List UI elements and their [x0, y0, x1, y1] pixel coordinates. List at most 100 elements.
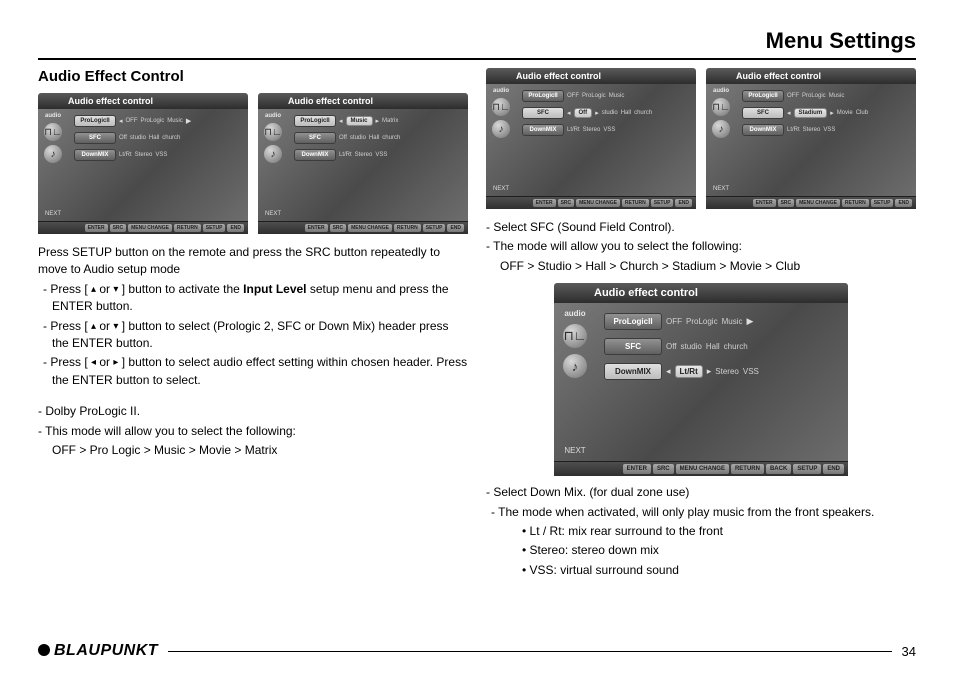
head-downmix: DownMIX — [742, 124, 784, 136]
screenshot-main: ProLogicII OFF ProLogic Music SFC ◂ Off … — [516, 84, 696, 196]
p: Press SETUP button on the remote and pre… — [38, 244, 468, 279]
p: - Press [ ◂ or ▸ ] button to select audi… — [38, 354, 468, 389]
page-title: Menu Settings — [38, 28, 916, 60]
left-column: Audio Effect Control Audio effect contro… — [38, 68, 468, 581]
val: church — [382, 135, 400, 141]
val: VSS — [155, 152, 167, 158]
screenshot-5: Audio effect control audio ⊓∟ ♪ NEXT Pro… — [554, 283, 848, 476]
screenshot-sidebar: audio ⊓∟ ♪ NEXT — [554, 303, 596, 461]
fbtn: SETUP — [871, 199, 894, 207]
val: studio — [130, 135, 146, 141]
arrow-left-icon: ◂ — [567, 109, 571, 117]
val: studio — [350, 135, 366, 141]
section-title: Audio Effect Control — [38, 68, 468, 85]
fbtn: MENU CHANGE — [348, 224, 392, 232]
page-footer: BLAUPUNKT 34 — [38, 642, 916, 660]
val: ProLogic — [686, 317, 718, 326]
row-downmix: DownMIX Lt/Rt Stereo VSS — [742, 124, 910, 136]
screenshot-title: Audio effect control — [554, 283, 848, 303]
screenshot-main: ProLogicII ◂ Music ▸ Matrix SFC Off stud… — [288, 109, 468, 221]
screenshot-row-left: Audio effect control audio ⊓∟ ♪ NEXT Pro… — [38, 93, 468, 234]
screenshot-main: ProLogicII OFF ProLogic Music ▶ SFC Off … — [596, 303, 848, 461]
arrow-right-icon: ▸ — [707, 366, 712, 377]
arrow-left-icon: ◂ — [787, 109, 791, 117]
fbtn: END — [227, 224, 244, 232]
right-column: Audio effect control audio ⊓∟ ♪ NEXT Pro… — [486, 68, 916, 581]
next-label: NEXT — [493, 186, 509, 192]
next-label: NEXT — [265, 211, 281, 217]
fbtn: SRC — [558, 199, 575, 207]
note-icon: ♪ — [712, 120, 730, 138]
arrow-right-icon: ▶ — [746, 316, 753, 327]
right-body-text-2: - Select Down Mix. (for dual zone use) -… — [486, 484, 916, 579]
p: - Press [ ▴ or ▾ ] button to select (Pro… — [38, 318, 468, 353]
row-sfc: SFC ◂ Stadium ▸ Movie Club — [742, 107, 910, 119]
val: Lt/Rt — [339, 152, 352, 158]
audio-label: audio — [564, 309, 585, 318]
val: Off — [119, 135, 127, 141]
brand-logo: BLAUPUNKT — [38, 642, 158, 660]
screenshot-body: audio ⊓∟ ♪ NEXT ProLogicII OFF ProLogic … — [554, 303, 848, 461]
val: ProLogic — [802, 93, 826, 99]
val: Music — [722, 317, 743, 326]
fbtn: SETUP — [651, 199, 674, 207]
fbtn: SRC — [330, 224, 347, 232]
fbtn: ENTER — [623, 464, 651, 474]
row-downmix: DownMIX Lt/Rt Stereo VSS — [74, 149, 242, 161]
screenshot-title: Audio effect control — [486, 68, 696, 84]
val-sel: Music — [346, 116, 373, 126]
val: Stereo — [583, 127, 601, 133]
head-sfc: SFC — [742, 107, 784, 119]
val: Stereo — [355, 152, 373, 158]
val: Off — [339, 135, 347, 141]
screenshot-sidebar: audio ⊓∟ ♪ NEXT — [486, 84, 516, 196]
val: ProLogic — [141, 118, 165, 124]
p: OFF > Pro Logic > Music > Movie > Matrix — [38, 442, 468, 459]
li: • Stereo: stereo down mix — [486, 542, 916, 559]
screenshot-body: audio ⊓∟ ♪ NEXT ProLogicII OFF ProLogic … — [706, 84, 916, 196]
fbtn: END — [447, 224, 464, 232]
screenshot-2: Audio effect control audio ⊓∟ ♪ NEXT Pro… — [258, 93, 468, 234]
row-sfc: SFC ◂ Off ▸ studio Hall church — [522, 107, 690, 119]
screenshot-4: Audio effect control audio ⊓∟ ♪ NEXT Pro… — [706, 68, 916, 209]
brand-dot-icon — [38, 644, 50, 656]
arrow-right-icon: ▶ — [186, 117, 191, 125]
wave-icon: ⊓∟ — [492, 98, 510, 116]
arrow-left-icon: ◂ — [666, 366, 671, 377]
row-prologic: ProLogicII OFF ProLogic Music — [742, 90, 910, 102]
screenshot-body: audio ⊓∟ ♪ NEXT ProLogicII ◂ OFF ProLogi… — [38, 109, 248, 221]
fbtn: RETURN — [842, 199, 869, 207]
screenshot-footer: ENTER SRC MENU CHANGE RETURN SETUP END — [486, 196, 696, 209]
screenshot-sidebar: audio ⊓∟ ♪ NEXT — [38, 109, 68, 221]
audio-label: audio — [713, 88, 729, 94]
p: - This mode will allow you to select the… — [38, 423, 468, 440]
fbtn: ENTER — [533, 199, 556, 207]
screenshot-main: ProLogicII ◂ OFF ProLogic Music ▶ SFC Of… — [68, 109, 248, 221]
wave-icon: ⊓∟ — [44, 123, 62, 141]
p: - Press [ ▴ or ▾ ] button to activate th… — [38, 281, 468, 316]
arrow-right-icon: ▸ — [376, 117, 380, 125]
right-body-text-1: - Select SFC (Sound Field Control). - Th… — [486, 219, 916, 275]
p: - Dolby ProLogic II. — [38, 403, 468, 420]
screenshot-footer: ENTER SRC MENU CHANGE RETURN BACK SETUP … — [554, 461, 848, 476]
footer-divider — [168, 651, 891, 652]
head-prologic: ProLogicII — [294, 115, 336, 127]
note-icon: ♪ — [563, 354, 587, 378]
val: OFF — [666, 317, 682, 326]
fbtn: SRC — [653, 464, 674, 474]
head-prologic: ProLogicII — [742, 90, 784, 102]
fbtn: SETUP — [423, 224, 446, 232]
val: Stereo — [715, 367, 739, 376]
val: Hall — [149, 135, 159, 141]
row-sfc: SFC Off studio Hall church — [74, 132, 242, 144]
val: Hall — [369, 135, 379, 141]
row-sfc: SFC Off studio Hall church — [294, 132, 462, 144]
screenshot-sidebar: audio ⊓∟ ♪ NEXT — [706, 84, 736, 196]
left-body-text: Press SETUP button on the remote and pre… — [38, 244, 468, 459]
val: church — [634, 110, 652, 116]
p: - The mode will allow you to select the … — [486, 238, 916, 255]
val-sel: Off — [574, 108, 593, 118]
row-downmix: DownMIX Lt/Rt Stereo VSS — [294, 149, 462, 161]
arrow-left-icon: ◂ — [119, 117, 123, 125]
fbtn: ENTER — [305, 224, 328, 232]
